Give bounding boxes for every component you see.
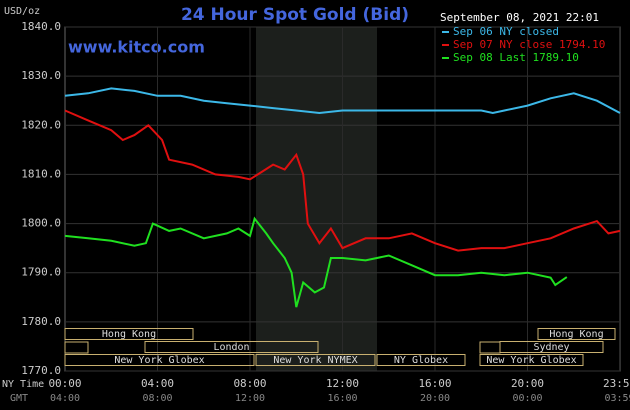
y-tick-label: 1810.0	[21, 167, 61, 180]
x2-tick-label: 04:00	[50, 393, 80, 404]
x-tick-label: 12:00	[326, 377, 359, 390]
x-tick-label: 08:00	[233, 377, 266, 390]
session-box	[479, 354, 584, 366]
x-tick-label: 00:00	[48, 377, 81, 390]
x2-tick-label: 20:00	[420, 393, 450, 404]
session-label: NY Globex	[394, 355, 448, 366]
x2-tick-label: 03:59	[604, 393, 630, 404]
x-label: NY Time	[2, 379, 44, 390]
session-shade	[256, 27, 377, 371]
session-box	[255, 354, 376, 366]
session-label: New York Globex	[486, 355, 576, 366]
session-box	[64, 341, 89, 354]
x-tick-label: 04:00	[141, 377, 174, 390]
series-line	[64, 109, 621, 252]
x2-tick-label: 08:00	[142, 393, 172, 404]
chart-title: 24 Hour Spot Gold (Bid)	[181, 5, 409, 25]
x2-label: GMT	[10, 393, 28, 404]
session-box	[376, 354, 466, 366]
legend-label: Sep 08 Last 1789.10	[453, 51, 579, 64]
x2-tick-label: 16:00	[327, 393, 357, 404]
x2-tick-label: 00:00	[512, 393, 542, 404]
session-box	[64, 354, 255, 366]
site: www.kitco.com	[68, 38, 205, 57]
series-line	[64, 216, 568, 308]
session-box	[537, 328, 616, 340]
session-label: New York NYMEX	[273, 355, 357, 366]
y-tick-label: 1800.0	[21, 217, 61, 230]
x-tick-label: 20:00	[511, 377, 544, 390]
session-label: Sydney	[533, 342, 569, 353]
session-label: Hong Kong	[102, 329, 156, 340]
y-tick-label: 1790.0	[21, 266, 61, 279]
series-line	[64, 87, 621, 115]
session-box	[64, 328, 194, 340]
session-label: London	[213, 342, 249, 353]
timestamp: September 08, 2021 22:01	[440, 11, 599, 24]
session-box	[144, 341, 319, 353]
y-label: USD/oz	[4, 6, 40, 17]
y-tick-label: 1830.0	[21, 69, 61, 82]
y-tick-label: 1820.0	[21, 118, 61, 131]
x-tick-label: 23:59	[603, 377, 630, 390]
y-tick-label: 1770.0	[21, 364, 61, 377]
x2-tick-label: 12:00	[235, 393, 265, 404]
session-label: New York Globex	[114, 355, 204, 366]
y-tick-label: 1840.0	[21, 20, 61, 33]
session-box	[499, 341, 604, 353]
legend-label: Sep 07 NY close 1794.10	[453, 38, 605, 51]
y-tick-label: 1780.0	[21, 315, 61, 328]
session-label: Hong Kong	[549, 329, 603, 340]
legend-label: Sep 06 NY closed	[453, 25, 559, 38]
x-tick-label: 16:00	[418, 377, 451, 390]
